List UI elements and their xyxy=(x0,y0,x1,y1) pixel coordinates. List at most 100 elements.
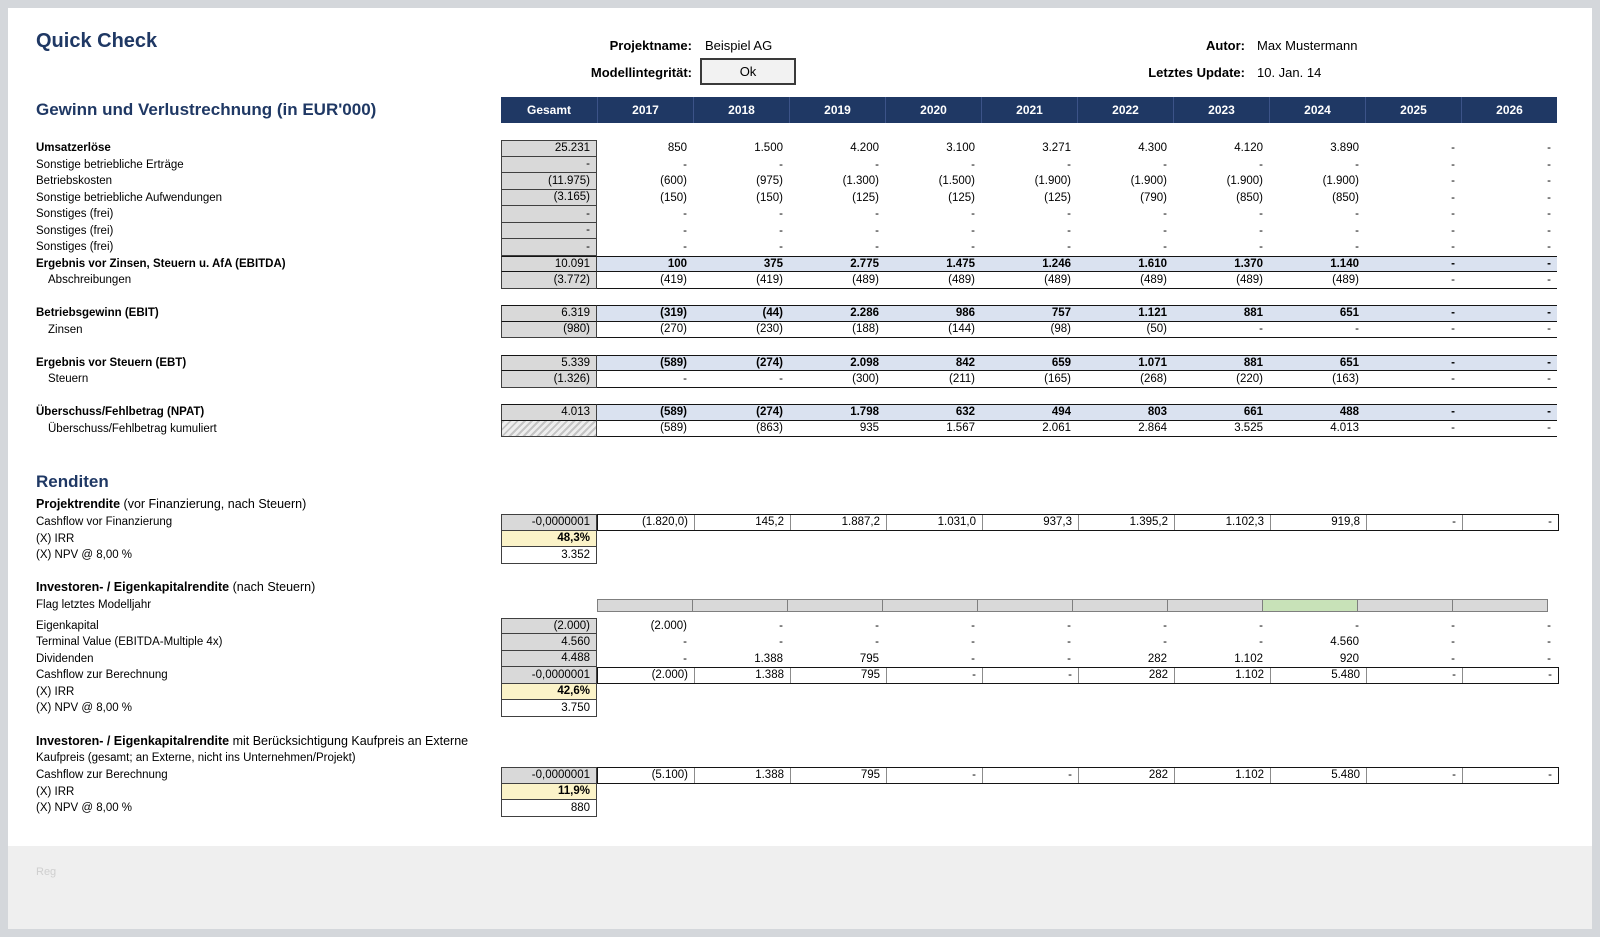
cell-2020[interactable]: 842 xyxy=(955,356,975,369)
cell-2021[interactable]: 757 xyxy=(1051,307,1071,320)
cell-2019[interactable]: - xyxy=(875,224,879,237)
cell-2021[interactable]: (125) xyxy=(1044,191,1071,204)
cell-2019[interactable]: 1.798 xyxy=(850,406,879,419)
cell-2020[interactable]: - xyxy=(971,208,975,221)
cell-2026[interactable]: - xyxy=(1547,191,1551,204)
cell-2017[interactable]: (5.100) xyxy=(651,769,688,782)
cell-2021[interactable]: - xyxy=(1067,158,1071,171)
cell-2024[interactable]: 4.560 xyxy=(1330,636,1359,649)
cell-2026[interactable]: - xyxy=(1547,257,1551,270)
cell-2021[interactable]: - xyxy=(1067,636,1071,649)
cell-2019[interactable]: 795 xyxy=(790,668,886,683)
cell-2025[interactable]: - xyxy=(1451,356,1455,369)
cell-2017[interactable]: (2.000) xyxy=(651,669,688,682)
cell-gesamt[interactable]: (980) xyxy=(501,321,597,338)
cell-gesamt[interactable]: 4.013 xyxy=(501,404,597,421)
cell-2023[interactable]: 881 xyxy=(1243,307,1263,320)
cell-2019[interactable]: 935 xyxy=(859,422,879,435)
cell-2024[interactable]: (163) xyxy=(1332,372,1359,385)
cell-2022[interactable]: (790) xyxy=(1140,191,1167,204)
cell-2019[interactable]: - xyxy=(875,619,879,632)
cell-2020[interactable]: (1.500) xyxy=(938,175,975,188)
cell-2021[interactable]: 659 xyxy=(1051,356,1071,369)
cell-2018[interactable]: - xyxy=(779,619,783,632)
cell-2020[interactable]: - xyxy=(886,668,982,683)
cell-2025[interactable]: - xyxy=(1451,208,1455,221)
cell-2019[interactable]: 795 xyxy=(790,768,886,783)
cell-2022[interactable]: 4.300 xyxy=(1138,142,1167,155)
cell-2020[interactable]: - xyxy=(971,652,975,665)
cell-2026[interactable]: - xyxy=(1547,422,1551,435)
cell-2021[interactable]: 3.271 xyxy=(1042,142,1071,155)
cell-2023[interactable]: 1.102,3 xyxy=(1174,515,1270,530)
cell-2019[interactable]: - xyxy=(875,208,879,221)
cell-2025[interactable]: - xyxy=(1451,241,1455,254)
cell-2022[interactable]: (268) xyxy=(1140,372,1167,385)
cell-2024[interactable]: 651 xyxy=(1339,356,1359,369)
cell-2024[interactable]: 651 xyxy=(1339,307,1359,320)
cell-2025[interactable]: - xyxy=(1451,323,1455,336)
cell-2026[interactable] xyxy=(1452,598,1548,612)
cell-2025[interactable]: - xyxy=(1451,619,1455,632)
cell-2025[interactable]: - xyxy=(1451,158,1455,171)
cell-2022[interactable]: 803 xyxy=(1147,406,1167,419)
cell-2026[interactable]: - xyxy=(1547,241,1551,254)
cell-2019[interactable]: 1.887,2 xyxy=(790,515,886,530)
cell-2020[interactable]: - xyxy=(886,768,982,783)
cell-2018[interactable]: (975) xyxy=(756,175,783,188)
cell-gesamt[interactable]: -0,0000001 xyxy=(501,514,597,531)
cell-2026[interactable]: - xyxy=(1547,175,1551,188)
author-value[interactable]: Max Mustermann xyxy=(1257,38,1358,53)
cell-2017[interactable]: (589) xyxy=(660,422,687,435)
cell-gesamt[interactable]: 42,6% xyxy=(501,683,597,700)
cell-2021[interactable]: - xyxy=(1067,652,1071,665)
cell-2017[interactable]: (600) xyxy=(660,175,687,188)
cell-2025[interactable]: - xyxy=(1451,273,1455,286)
cell-2023[interactable] xyxy=(1167,598,1263,612)
cell-2019[interactable]: 2.098 xyxy=(850,356,879,369)
cell-2018[interactable]: (150) xyxy=(756,191,783,204)
cell-2020[interactable]: (125) xyxy=(948,191,975,204)
cell-gesamt[interactable]: 48,3% xyxy=(501,530,597,547)
cell-gesamt[interactable]: -0,0000001 xyxy=(501,767,597,784)
cell-gesamt[interactable]: 4.560 xyxy=(501,634,597,651)
cell-2017[interactable]: (589) xyxy=(660,356,687,369)
cell-2019[interactable]: 2.775 xyxy=(850,257,879,270)
cell-gesamt[interactable]: (11.975) xyxy=(501,173,597,190)
cell-2026[interactable]: - xyxy=(1547,224,1551,237)
cell-gesamt[interactable]: 880 xyxy=(501,800,597,817)
cell-2026[interactable]: - xyxy=(1547,619,1551,632)
last-update-value[interactable]: 10. Jan. 14 xyxy=(1257,65,1322,80)
cell-2017[interactable]: - xyxy=(683,158,687,171)
cell-2026[interactable]: - xyxy=(1547,208,1551,221)
cell-2021[interactable]: 2.061 xyxy=(1042,422,1071,435)
cell-2025[interactable]: - xyxy=(1451,372,1455,385)
cell-gesamt[interactable]: 25.231 xyxy=(501,140,597,157)
cell-2020[interactable]: (144) xyxy=(948,323,975,336)
cell-2026[interactable]: - xyxy=(1462,515,1558,530)
cell-2023[interactable]: 1.102 xyxy=(1174,768,1270,783)
cell-2019[interactable]: (489) xyxy=(852,273,879,286)
cell-2026[interactable]: - xyxy=(1547,142,1551,155)
cell-2020[interactable] xyxy=(882,598,978,612)
cell-gesamt[interactable]: -0,0000001 xyxy=(501,667,597,684)
cell-2021[interactable]: - xyxy=(1067,241,1071,254)
cell-2023[interactable]: 881 xyxy=(1243,356,1263,369)
cell-2023[interactable]: - xyxy=(1259,619,1263,632)
cell-2018[interactable]: 1.388 xyxy=(694,768,790,783)
cell-2024[interactable]: (1.900) xyxy=(1322,175,1359,188)
cell-2018[interactable]: 1.388 xyxy=(694,668,790,683)
cell-2020[interactable]: 1.567 xyxy=(946,422,975,435)
cell-2020[interactable]: (489) xyxy=(948,273,975,286)
cell-2025[interactable]: - xyxy=(1451,175,1455,188)
cell-2026[interactable]: - xyxy=(1462,768,1558,783)
cell-2024[interactable]: 488 xyxy=(1339,406,1359,419)
cell-2026[interactable]: - xyxy=(1462,668,1558,683)
cell-gesamt[interactable]: 10.091 xyxy=(501,255,597,272)
cell-2021[interactable]: (98) xyxy=(1050,323,1071,336)
cell-2025[interactable]: - xyxy=(1451,406,1455,419)
cell-2020[interactable]: (211) xyxy=(949,372,975,385)
cell-2023[interactable]: - xyxy=(1259,636,1263,649)
cell-2018[interactable]: 1.388 xyxy=(754,652,783,665)
cell-2019[interactable]: (300) xyxy=(852,372,879,385)
